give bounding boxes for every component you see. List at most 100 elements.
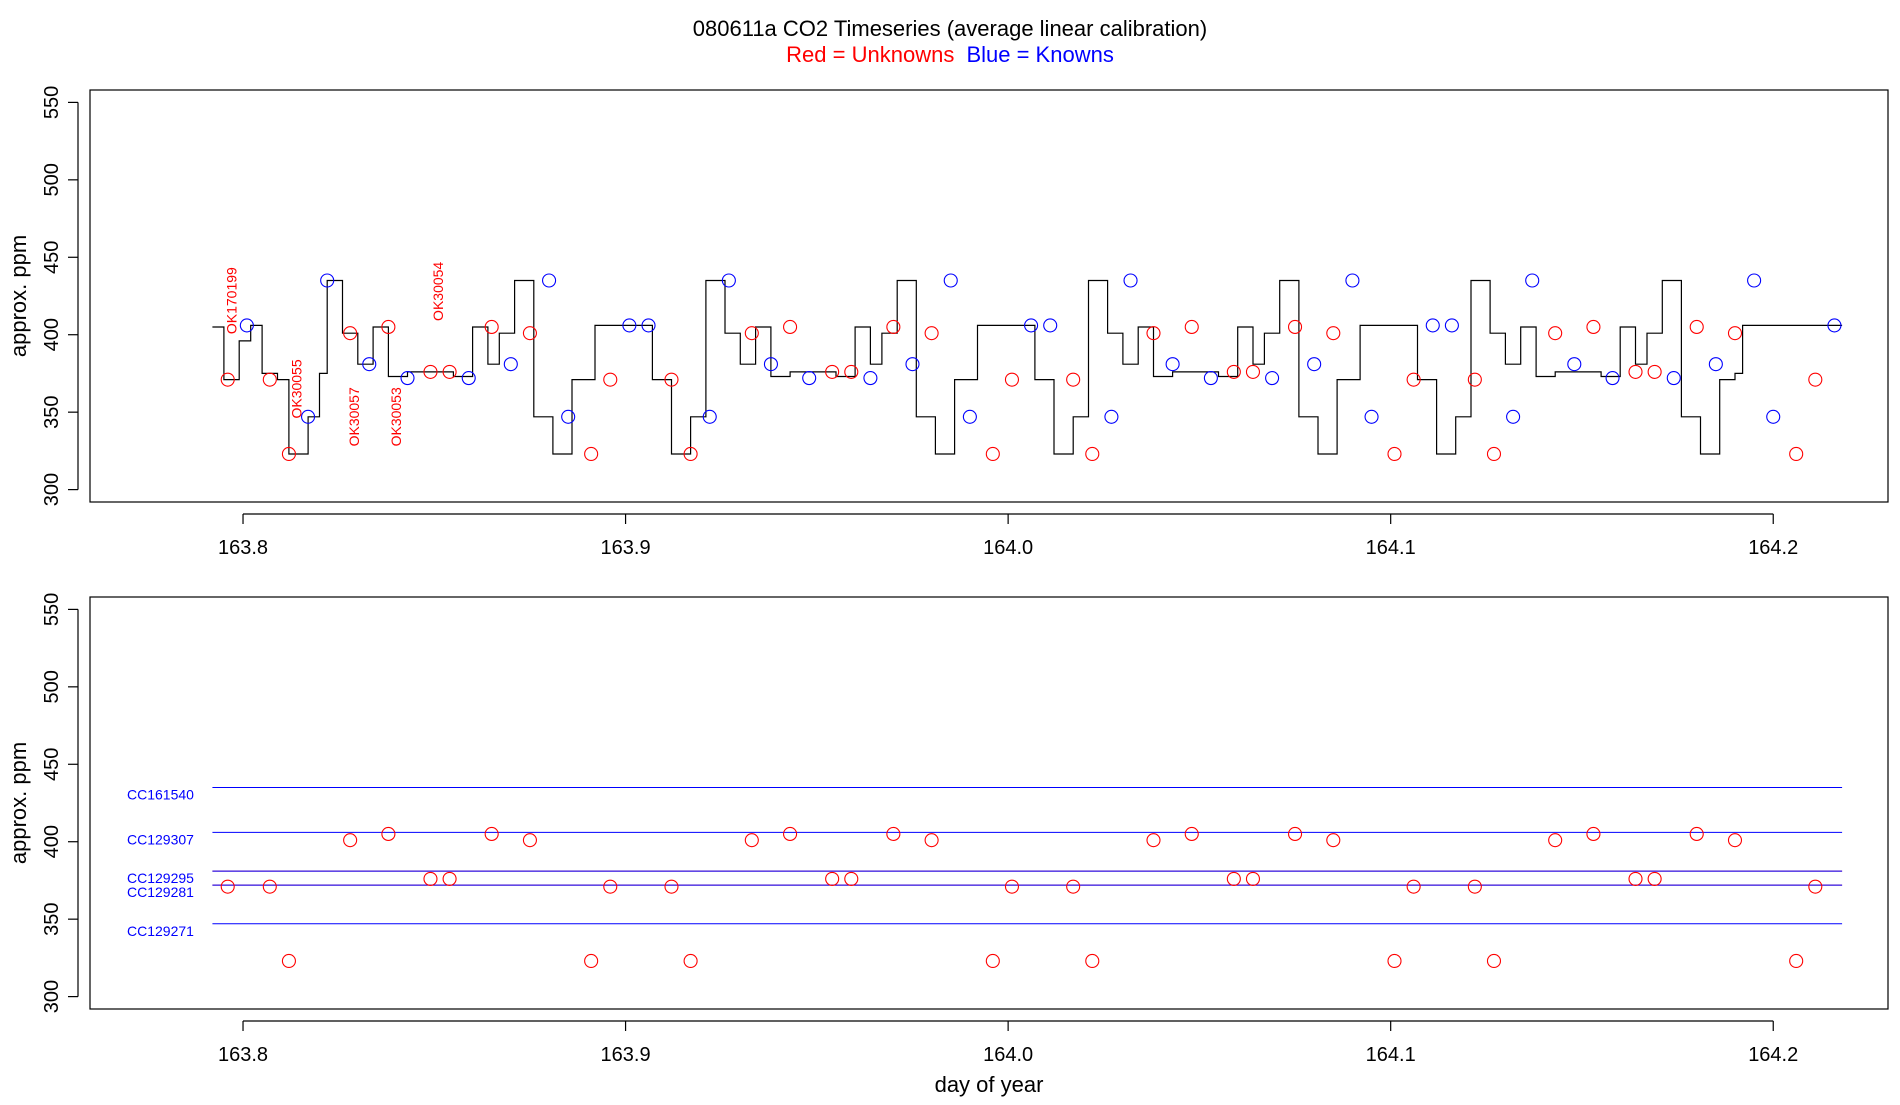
unknowns-point [1184, 319, 1199, 335]
y-tick-label: 500 [41, 670, 63, 703]
unknowns-point [844, 871, 859, 886]
knowns-point [239, 318, 254, 333]
knowns-point [1345, 273, 1360, 288]
reference-line-label: CC129307 [127, 831, 194, 847]
y-tick-label: 550 [41, 86, 63, 119]
unknowns-point [1586, 826, 1601, 842]
unknowns-point [442, 364, 457, 379]
y-tick-label: 350 [41, 902, 63, 935]
unknowns-point [825, 364, 840, 379]
unknowns-point [423, 871, 438, 886]
unknowns-point [1184, 826, 1199, 842]
y-tick-label: 350 [41, 395, 63, 428]
knowns-point [1567, 357, 1582, 372]
x-axis-label: day of year [935, 1072, 1044, 1097]
sample-annotation: OK170199 [224, 267, 240, 334]
knowns-point [1024, 318, 1039, 333]
unknowns-point [1789, 446, 1804, 462]
x-tick-label: 163.9 [601, 1044, 651, 1066]
unknowns-point [603, 879, 618, 894]
unknowns-point [281, 953, 296, 969]
sample-annotation: OK30054 [430, 262, 446, 321]
unknowns-point [1647, 871, 1662, 886]
unknowns-point [744, 833, 759, 848]
unknowns-point [664, 372, 679, 387]
unknowns-point [1789, 953, 1804, 969]
unknowns-point [1689, 826, 1704, 842]
knowns-point [1708, 357, 1723, 372]
knowns-point [362, 357, 377, 372]
unknowns-point [1387, 446, 1402, 462]
unknowns-point [683, 953, 698, 969]
knowns-point [1307, 357, 1322, 372]
unknowns-point [584, 953, 599, 969]
y-tick-label: 400 [41, 318, 63, 351]
unknowns-point [1226, 364, 1241, 379]
unknowns-point [262, 372, 277, 387]
unknowns-point [381, 826, 396, 842]
unknowns-point [220, 372, 235, 387]
unknowns-point [1628, 871, 1643, 886]
unknowns-point [423, 364, 438, 379]
unknowns-point [603, 372, 618, 387]
reference-line-label: CC161540 [127, 787, 194, 803]
knowns-point [1165, 357, 1180, 372]
unknowns-point [1245, 871, 1261, 886]
x-tick-label: 164.1 [1366, 537, 1416, 559]
knowns-point [1747, 273, 1762, 288]
knowns-point [461, 371, 476, 386]
knowns-point [863, 371, 878, 386]
unknowns-point [783, 319, 798, 335]
unknowns-point [1548, 833, 1563, 848]
knowns-point [622, 318, 637, 333]
unknowns-point [1226, 871, 1241, 886]
unknowns-point [381, 319, 396, 335]
knowns-point [400, 371, 415, 386]
knowns-point [1104, 409, 1119, 424]
unknowns-point [1628, 364, 1643, 379]
x-tick-label: 163.9 [601, 537, 651, 559]
chart-title: 080611a CO2 Timeseries (average linear c… [693, 16, 1207, 41]
co2-trace-line [212, 279, 1843, 455]
unknowns-point [1486, 446, 1502, 462]
sample-annotation: OK30053 [388, 387, 404, 446]
unknowns-point [1586, 319, 1601, 335]
y-tick-label: 300 [41, 980, 63, 1013]
unknowns-point [1406, 879, 1421, 894]
knowns-point [1605, 371, 1620, 386]
unknowns-point [442, 871, 457, 886]
unknowns-point [683, 446, 698, 462]
reference-line-label: CC129271 [127, 923, 194, 939]
x-tick-label: 163.8 [218, 537, 268, 559]
knowns-point [641, 318, 656, 333]
knowns-point [1203, 371, 1218, 386]
unknowns-point [924, 833, 939, 848]
unknowns-point [1287, 319, 1303, 335]
y-tick-label: 300 [41, 473, 63, 506]
unknowns-point [1004, 372, 1020, 387]
knowns-point [943, 273, 958, 288]
knowns-point [763, 357, 778, 372]
unknowns-point [484, 826, 499, 842]
unknowns-point [886, 826, 901, 842]
knowns-point [802, 371, 817, 386]
knowns-point [301, 409, 316, 424]
unknowns-point [343, 326, 358, 341]
knowns-point [1123, 273, 1138, 288]
bottom-panel: 300 350 400 450 500 550 approx. ppm 163.8 163.9 1… [6, 593, 1889, 1097]
plot-frame [89, 89, 1889, 503]
knowns-point [320, 273, 335, 288]
unknowns-point [1066, 879, 1081, 894]
unknowns-point [985, 953, 1000, 969]
unknowns-point [1727, 326, 1743, 341]
knowns-point [1364, 409, 1379, 424]
unknowns-point [1004, 879, 1020, 894]
x-tick-label: 164.1 [1366, 1044, 1416, 1066]
x-tick-label: 163.8 [218, 1044, 268, 1066]
unknowns-point [1066, 372, 1081, 387]
unknowns-point [220, 879, 235, 894]
knowns-point [503, 357, 518, 372]
unknowns-point [1085, 446, 1100, 462]
